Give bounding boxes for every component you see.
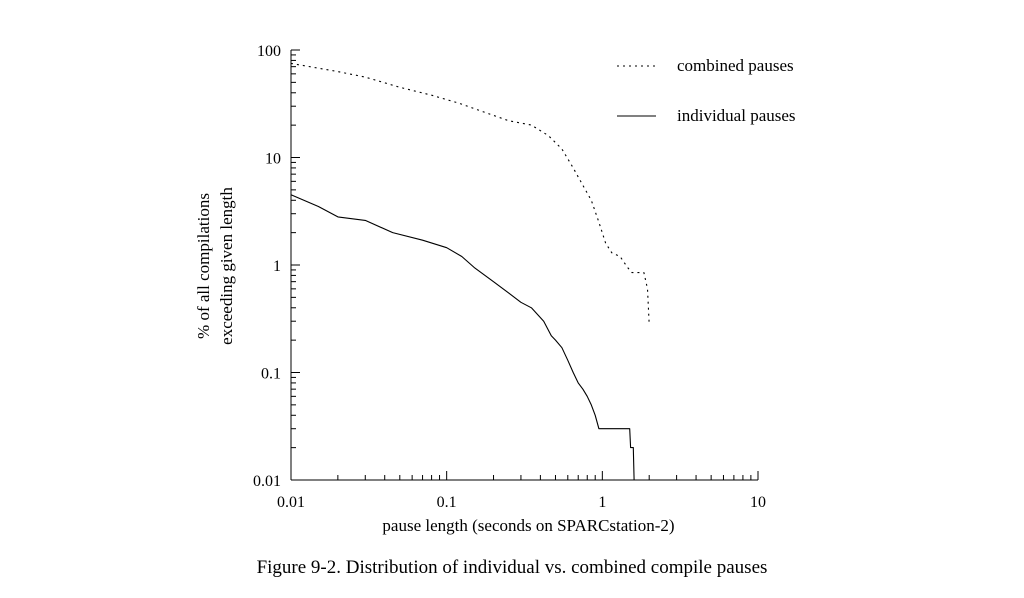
legend-label-combined-pauses: combined pauses xyxy=(677,56,794,75)
legend: combined pauses individual pauses xyxy=(617,56,796,125)
x-tick-label: 0.01 xyxy=(277,494,305,511)
x-tick-label: 0.1 xyxy=(437,494,457,511)
y-tick-label: 1 xyxy=(273,258,281,275)
y-tick-label: 0.01 xyxy=(253,473,281,490)
x-tick-label: 10 xyxy=(750,494,766,511)
individual-pauses-line xyxy=(290,194,635,481)
y-tick-label: 0.1 xyxy=(261,366,281,383)
y-axis-title-line-2: exceeding given length xyxy=(217,187,236,345)
x-tick-label: 1 xyxy=(598,494,606,511)
figure-caption: Figure 9-2. Distribution of individual v… xyxy=(256,557,768,578)
y-tick-label: 100 xyxy=(257,43,281,60)
combined-pauses-line xyxy=(290,62,650,325)
x-axis-title: pause length (seconds on SPARCstation-2) xyxy=(382,516,674,535)
legend-label-individual-pauses: individual pauses xyxy=(677,106,796,125)
axes: 100 10 1 0.1 0.01 0.01 0.1 1 10 xyxy=(253,43,766,511)
y-axis-title-line-1: % of all compilations xyxy=(194,193,213,339)
y-tick-label: 10 xyxy=(265,151,281,168)
series-layer xyxy=(290,62,650,481)
